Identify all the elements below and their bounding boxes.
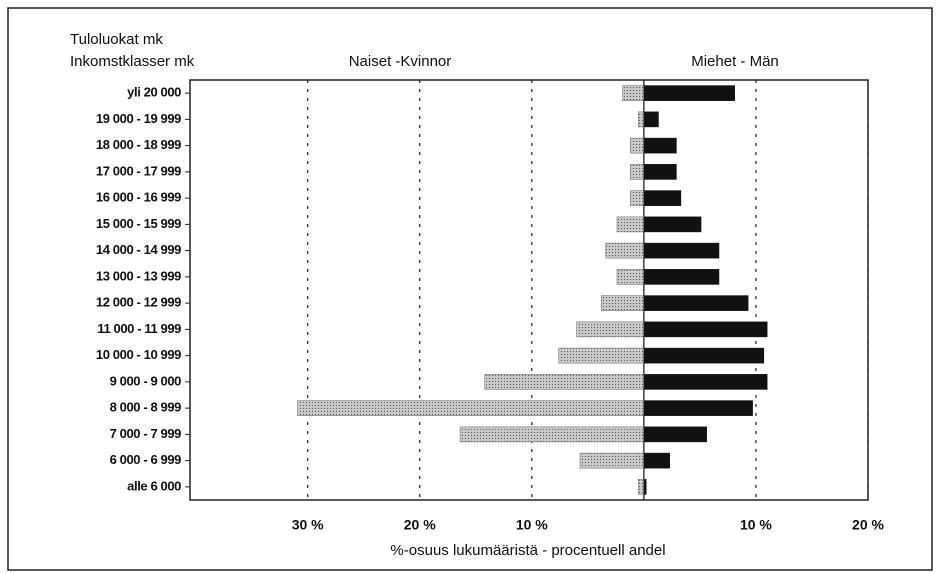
y-tick-label: 10 000 - 10 999	[96, 347, 181, 362]
y-tick-label: 11 000 - 11 999	[97, 321, 181, 336]
y-tick-label: 15 000 - 15 999	[96, 216, 181, 231]
y-tick-label: 8 000 - 8 999	[110, 400, 182, 415]
bar	[643, 164, 677, 180]
x-tick-label: 20 %	[404, 517, 436, 533]
y-tick-label: 18 000 - 18 999	[96, 137, 181, 152]
y-tick-label: alle 6 000	[127, 478, 181, 493]
x-tick-label: 20 %	[852, 517, 884, 533]
x-tick-label: 10 %	[516, 517, 548, 533]
bar	[643, 111, 659, 128]
y-tick-label: yli 20 000	[127, 85, 181, 100]
bar	[558, 347, 645, 364]
y-tick-label: 6 000 - 6 999	[110, 452, 182, 467]
row-title: Tuloluokat mk	[70, 31, 163, 48]
bar	[643, 216, 702, 233]
frame	[7, 7, 933, 571]
bar	[637, 479, 645, 495]
bar	[605, 242, 645, 259]
bar	[643, 452, 670, 469]
bar	[622, 85, 645, 101]
bar	[643, 374, 768, 390]
legend-label: Naiset -Kvinnor	[349, 53, 452, 70]
bar	[600, 295, 645, 311]
bar	[643, 242, 720, 259]
y-tick-label: 12 000 - 12 999	[96, 295, 181, 310]
y-tick-label: 9 000 - 9 000	[110, 373, 182, 388]
bar	[643, 269, 720, 285]
legend-label: Miehet - Män	[691, 53, 779, 70]
bar	[643, 295, 749, 311]
bar	[643, 400, 753, 416]
bar	[459, 426, 645, 443]
y-tick-label: 14 000 - 14 999	[96, 242, 181, 257]
bar	[643, 137, 677, 154]
bar	[643, 321, 768, 338]
bar	[630, 190, 645, 206]
y-tick-label: 17 000 - 17 999	[96, 163, 181, 178]
x-tick-label: 30 %	[292, 517, 324, 533]
bar	[630, 164, 645, 180]
y-tick-label: 7 000 - 7 999	[110, 426, 182, 441]
x-axis-label: %-osuus lukumääristä - procentuell andel	[390, 542, 665, 559]
bar	[643, 190, 682, 206]
bar	[484, 374, 645, 390]
bar	[297, 400, 645, 416]
y-tick-label: 16 000 - 16 999	[96, 190, 181, 205]
row-title: Inkomstklasser mk	[70, 53, 195, 70]
y-tick-label: 19 000 - 19 999	[96, 111, 181, 126]
bar	[616, 216, 645, 233]
bar	[630, 137, 645, 154]
y-tick-label: 13 000 - 13 999	[96, 268, 181, 283]
bar	[616, 269, 645, 285]
bar	[643, 479, 647, 495]
bar	[643, 347, 765, 364]
bar	[643, 426, 707, 443]
x-tick-label: 10 %	[740, 517, 772, 533]
bar	[643, 85, 735, 101]
bar	[579, 452, 645, 469]
bar	[576, 321, 645, 338]
bar	[637, 111, 645, 128]
